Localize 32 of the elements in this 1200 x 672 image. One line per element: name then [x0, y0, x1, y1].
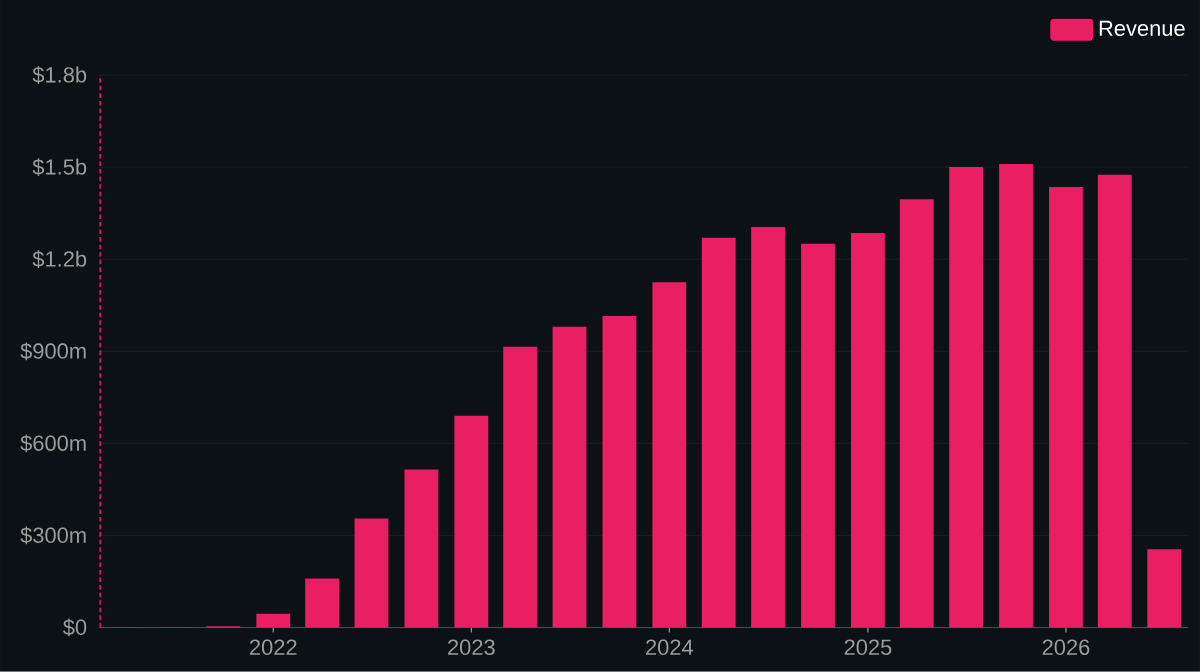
bar — [751, 227, 786, 628]
y-tick-label: $1.5b — [32, 158, 87, 177]
y-tick-label: $0 — [62, 618, 87, 637]
y-tick-label: $1.8b — [32, 66, 87, 84]
y-tick-label: $1.2b — [32, 250, 87, 269]
bar — [454, 415, 489, 628]
bar — [404, 469, 439, 628]
bar — [552, 326, 587, 628]
bar — [1097, 174, 1132, 628]
bar — [602, 316, 637, 628]
y-tick-label: $900m — [20, 342, 86, 361]
bar — [899, 199, 934, 628]
bar — [256, 613, 291, 628]
bar — [305, 578, 340, 628]
bar — [503, 346, 538, 628]
x-tick-label: 2024 — [646, 639, 694, 656]
x-tick-label: 2023 — [448, 639, 495, 656]
bar — [1147, 549, 1182, 628]
bar — [999, 164, 1033, 628]
bar — [652, 282, 687, 628]
bar — [949, 167, 984, 628]
y-tick-label: $300m — [20, 526, 86, 545]
x-tick-label: 2026 — [1042, 639, 1090, 656]
x-tick-label: 2022 — [250, 639, 297, 656]
y-tick-label: $600m — [20, 434, 86, 453]
bar — [801, 243, 835, 628]
bar — [851, 233, 885, 628]
legend-label: Revenue — [1099, 20, 1185, 37]
x-tick-label: 2025 — [844, 639, 892, 656]
bar — [701, 237, 736, 628]
bar — [354, 518, 389, 628]
bar — [1049, 187, 1083, 628]
